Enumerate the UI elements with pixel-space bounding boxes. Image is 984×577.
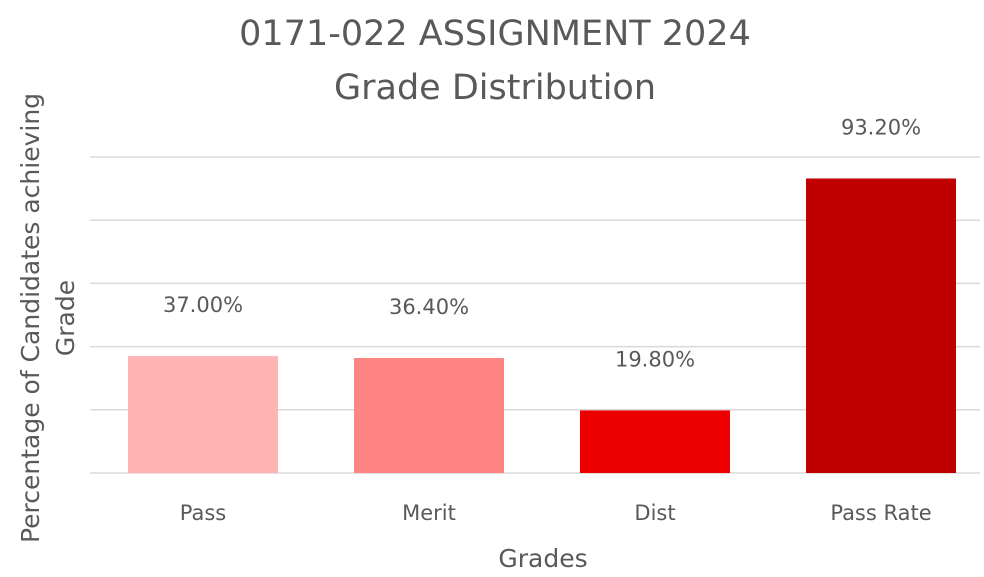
- data-label: 19.80%: [615, 347, 695, 371]
- chart-subtitle: Grade Distribution: [334, 68, 656, 108]
- bar: [580, 410, 730, 473]
- chart-title: 0171-022 ASSIGNMENT 2024: [239, 14, 751, 54]
- bar: [806, 178, 956, 473]
- x-tick-label: Pass: [180, 501, 226, 525]
- data-label: 36.40%: [389, 295, 469, 319]
- x-tick-label: Merit: [402, 501, 456, 525]
- data-label: 93.20%: [841, 115, 921, 139]
- data-label: 37.00%: [163, 293, 243, 317]
- bar: [128, 356, 278, 473]
- x-axis-label: Grades: [498, 544, 587, 573]
- y-axis-label: Grade: [51, 280, 80, 356]
- x-tick-label: Pass Rate: [830, 501, 931, 525]
- bar: [354, 357, 504, 473]
- x-tick-label: Dist: [634, 501, 675, 525]
- y-axis-label: Percentage of Candidates achieving: [16, 93, 45, 543]
